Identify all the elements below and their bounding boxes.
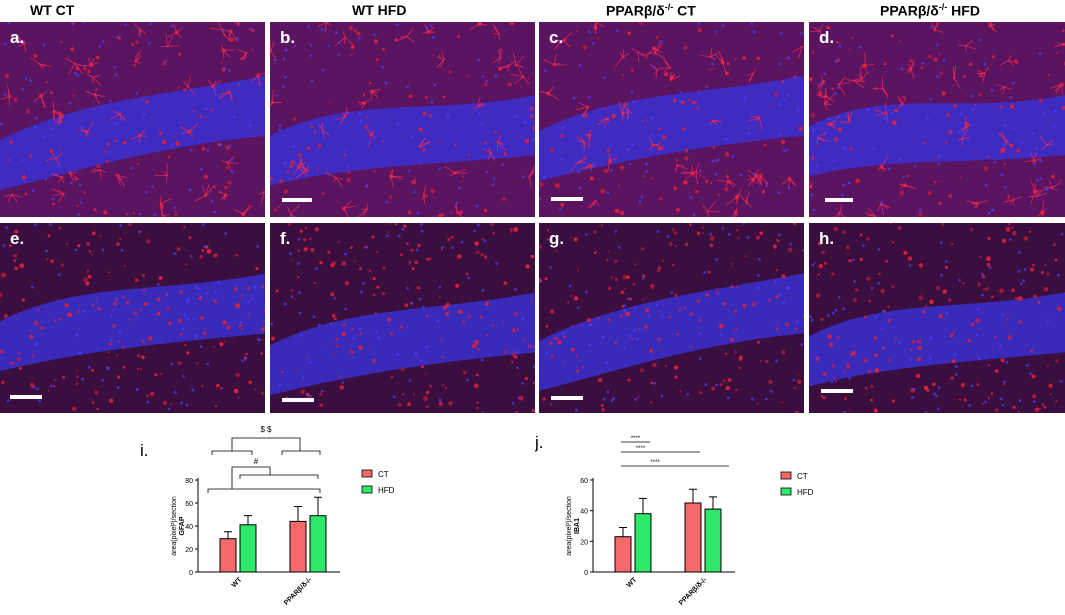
micrograph-texture <box>0 223 265 413</box>
significance-annotation: # <box>254 457 259 466</box>
bar-ct-0 <box>615 537 631 572</box>
bar-ct-1 <box>290 521 306 572</box>
micrograph-texture <box>0 22 265 217</box>
panel-label: d. <box>819 28 834 48</box>
significance-annotation: $ $ <box>260 425 272 434</box>
error-bar <box>314 497 322 515</box>
bar-hfd-0 <box>635 514 651 572</box>
micrograph-panel-f: f. <box>270 223 535 413</box>
panel-label: h. <box>819 229 834 249</box>
micrograph-panel-c: c. <box>539 22 804 217</box>
micrograph-texture <box>270 223 535 413</box>
chart-j-svg: j. 0 20 40 60 area(pixel²)/sectionIBA1 WT PPARβ… <box>535 420 835 610</box>
y-tick-label: 0 <box>189 570 193 577</box>
error-bar <box>244 516 252 525</box>
micrograph-panel-a: a. <box>0 22 265 217</box>
panel-label: e. <box>10 229 24 249</box>
micrograph-texture <box>270 22 535 217</box>
y-tick-label: 60 <box>185 501 193 508</box>
scale-bar <box>825 198 853 202</box>
micrograph-panel-e: e. <box>0 223 265 413</box>
legend-swatch <box>781 488 791 495</box>
error-bar <box>689 489 697 503</box>
micrograph-texture <box>539 223 804 413</box>
panel-label: g. <box>549 229 564 249</box>
error-bar <box>639 498 647 513</box>
y-tick-label: 40 <box>185 524 193 531</box>
error-bar <box>294 506 302 521</box>
legend-label: HFD <box>378 486 395 495</box>
column-header-wt-ct: WT CT <box>30 2 74 18</box>
bar-hfd-1 <box>310 516 326 572</box>
category-label: WT <box>231 576 244 589</box>
significance-annotation: **** <box>650 460 660 466</box>
significance-bracket <box>208 489 320 493</box>
micrograph-texture <box>809 223 1065 413</box>
legend-swatch <box>362 486 372 493</box>
y-tick-label: 20 <box>580 539 588 546</box>
scale-bar <box>10 395 42 399</box>
column-header-wt-hfd: WT HFD <box>352 2 406 18</box>
panel-label: f. <box>280 229 290 249</box>
chart-j-iba1: j. 0 20 40 60 area(pixel²)/sectionIBA1 WT PPARβ… <box>535 420 835 610</box>
error-bar <box>619 528 627 537</box>
chart-i-gfap: i. 0 20 40 60 80 area(pixel²)/sectionGFAP WT PPA… <box>140 420 440 610</box>
y-tick-label: 0 <box>584 570 588 577</box>
scale-bar <box>551 197 583 201</box>
scale-bar <box>282 398 314 402</box>
significance-annotation: **** <box>631 436 641 442</box>
y-axis-label: area(pixel²)/sectionGFAP <box>171 496 186 556</box>
legend-label: CT <box>797 472 808 481</box>
micrograph-panel-g: g. <box>539 223 804 413</box>
error-bar <box>709 497 717 509</box>
panel-label: a. <box>10 28 24 48</box>
bar-ct-1 <box>685 503 701 572</box>
significance-bracket <box>232 467 270 489</box>
column-header-ppar-ct: PPARβ/δ-/- CT <box>606 2 696 19</box>
legend-swatch <box>362 470 372 477</box>
scale-bar <box>282 198 312 202</box>
chart-panel-label: j. <box>535 433 544 452</box>
scale-bar <box>821 389 853 393</box>
category-label: WT <box>626 576 639 589</box>
significance-bracket <box>212 451 252 455</box>
panel-label: c. <box>549 28 563 48</box>
category-label: PPARβ/δ-/- <box>678 576 709 607</box>
error-bar <box>224 532 232 539</box>
chart-panel-label: i. <box>140 441 149 460</box>
micrograph-panel-b: b. <box>270 22 535 217</box>
column-header-ppar-hfd: PPARβ/δ-/- HFD <box>880 2 980 19</box>
significance-bracket <box>232 438 300 451</box>
scale-bar <box>551 396 583 400</box>
panel-label: b. <box>280 28 295 48</box>
bar-hfd-0 <box>240 525 256 572</box>
micrograph-panel-h: h. <box>809 223 1065 413</box>
significance-bracket <box>240 475 318 479</box>
category-label: PPARβ/δ-/- <box>283 576 314 607</box>
chart-i-svg: i. 0 20 40 60 80 area(pixel²)/sectionGFAP WT PPA… <box>140 420 440 610</box>
micrograph-panel-d: d. <box>809 22 1065 217</box>
y-axis-label: area(pixel²)/sectionIBA1 <box>566 496 581 556</box>
y-tick-label: 40 <box>580 509 588 516</box>
bar-hfd-1 <box>705 509 721 572</box>
legend-swatch <box>781 472 791 479</box>
significance-bracket <box>282 451 320 455</box>
micrograph-texture <box>809 22 1065 217</box>
y-tick-label: 20 <box>185 547 193 554</box>
legend-label: CT <box>378 470 389 479</box>
significance-annotation: **** <box>636 446 646 452</box>
y-tick-label: 60 <box>580 478 588 485</box>
bar-ct-0 <box>220 539 236 572</box>
micrograph-texture <box>539 22 804 217</box>
y-tick-label: 80 <box>185 478 193 485</box>
legend-label: HFD <box>797 488 814 497</box>
